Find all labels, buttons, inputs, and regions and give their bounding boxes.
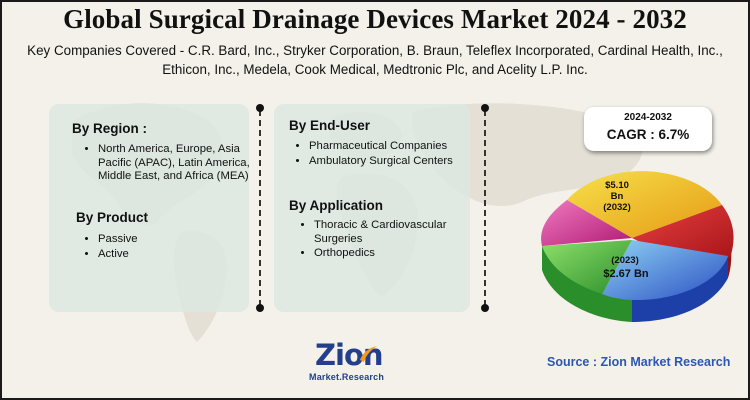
cagr-value: CAGR : 6.7%: [606, 127, 690, 142]
product-heading: By Product: [76, 210, 149, 225]
dashed-divider-right: [481, 104, 489, 312]
swoosh-icon: [360, 346, 377, 362]
pie-slice-yellow: [567, 171, 722, 238]
region-item: North America, Europe, Asia Pacific (APA…: [98, 143, 258, 184]
source-text: Source : Zion Market Research: [547, 355, 731, 369]
product-item: Active: [98, 248, 248, 262]
zion-logo: Zion Market.Research: [305, 338, 405, 386]
logo-subtext: Market.Research: [309, 372, 385, 382]
market-2032-value: $5.10: [605, 180, 629, 191]
product-list: Passive Active: [82, 233, 248, 262]
logo-name: Zion: [315, 338, 384, 372]
pie-slice-green: [542, 240, 632, 294]
end-user-item: Pharmaceutical Companies: [309, 140, 489, 154]
pie-slice-blue: [602, 240, 728, 300]
key-companies-text: Key Companies Covered - C.R. Bard, Inc.,…: [27, 43, 723, 77]
region-list: North America, Europe, Asia Pacific (APA…: [82, 143, 258, 185]
end-user-list: Pharmaceutical Companies Ambulatory Surg…: [293, 140, 489, 169]
application-heading: By Application: [289, 198, 384, 213]
market-2032-unit: Bn: [610, 191, 624, 202]
pie-slice-magenta: [541, 200, 632, 246]
segment-panel-left: [49, 104, 249, 312]
market-2032-label: $5.10 Bn (2032): [592, 180, 642, 213]
page-title: Global Surgical Drainage Devices Market …: [63, 4, 687, 34]
cagr-box: 2024-2032 CAGR : 6.7%: [584, 107, 712, 151]
application-item: Thoracic & Cardiovascular Surgeries: [314, 219, 484, 246]
market-2023-value: $2.67 Bn: [603, 268, 649, 280]
application-list: Thoracic & Cardiovascular Surgeries Orth…: [298, 219, 484, 262]
market-2023-year: (2023): [611, 255, 639, 266]
cagr-years: 2024-2032: [624, 112, 672, 123]
dashed-divider-left: [256, 104, 264, 312]
market-pie-graphic: [541, 171, 734, 322]
product-item: Passive: [98, 233, 248, 247]
region-heading: By Region :: [72, 121, 148, 136]
segment-panel-middle: [274, 104, 470, 312]
end-user-heading: By End-User: [289, 118, 371, 133]
market-2032-year: (2032): [603, 202, 631, 213]
end-user-item: Ambulatory Surgical Centers: [309, 155, 489, 169]
application-item: Orthopedics: [314, 247, 484, 261]
